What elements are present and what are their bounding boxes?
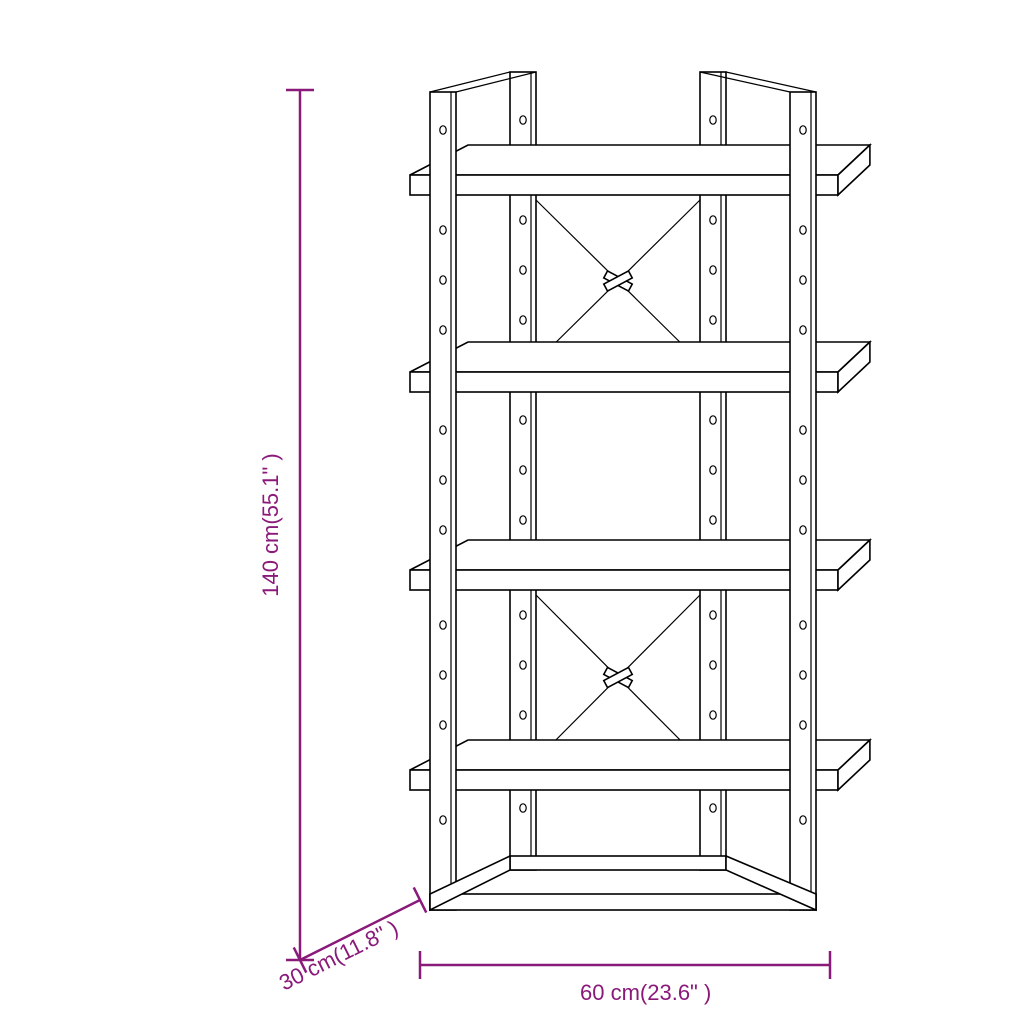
dimension-depth-label: 30 cm(11.8" ) [275,915,402,995]
dimension-width-label: 60 cm(23.6" ) [580,980,711,1005]
dimension-height-label: 140 cm(55.1" ) [258,453,283,597]
